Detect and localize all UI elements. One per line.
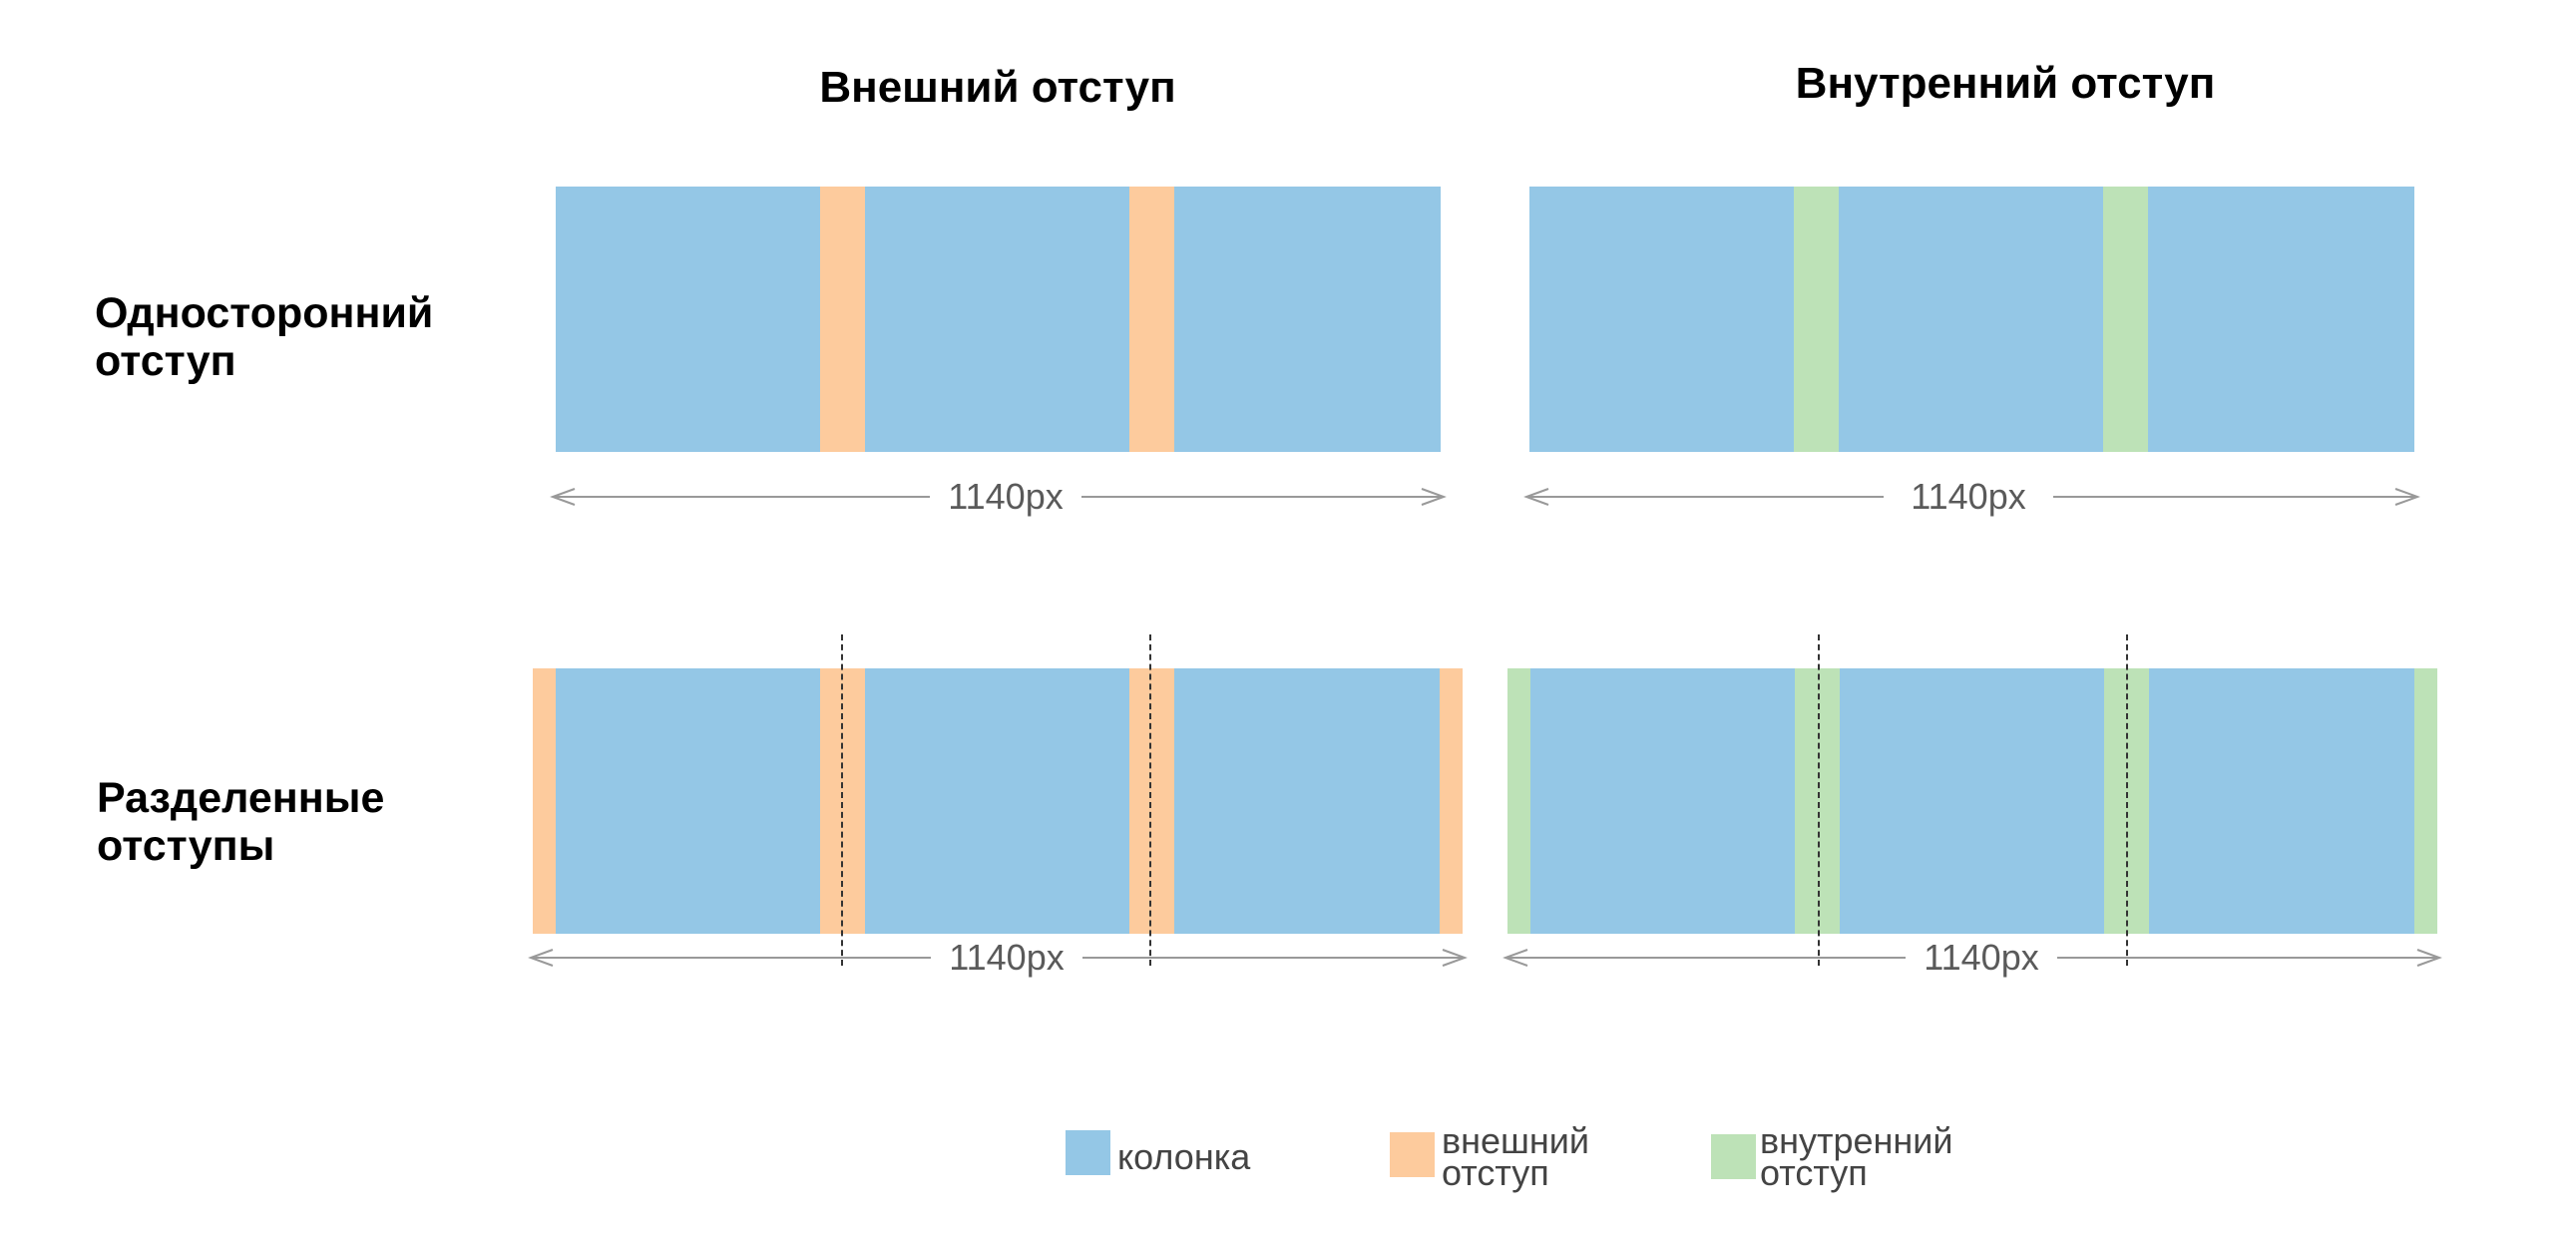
legend-label-margin-line1: внешний <box>1442 1120 1590 1161</box>
legend-label-padding-line2: отступ <box>1760 1152 1868 1193</box>
grid-column <box>2148 187 2414 452</box>
width-measure: 1140px <box>1523 476 2420 517</box>
legend-swatch-padding <box>1711 1134 1756 1179</box>
grid-column <box>1174 668 1440 934</box>
double-arrow-icon <box>528 949 1468 967</box>
row-header-split-line2: отступы <box>97 822 275 870</box>
width-label: 1140px <box>949 937 1065 978</box>
grid-column <box>1174 187 1441 452</box>
double-arrow-icon <box>1503 949 2442 967</box>
grid-column <box>865 187 1129 452</box>
gutter-center-line <box>2126 634 2128 966</box>
width-measure: 1140px <box>528 937 1468 978</box>
grid-column <box>556 187 820 452</box>
gutter-center-line <box>1149 634 1151 966</box>
grid-column <box>1530 668 1795 934</box>
grid-split-margin <box>533 668 1463 934</box>
margin-gutter <box>1129 668 1174 934</box>
grid-column <box>556 668 820 934</box>
legend-label-margin-line2: отступ <box>1442 1152 1549 1193</box>
grid-column <box>1529 187 1794 452</box>
padding-gutter <box>2103 187 2148 452</box>
margin-gutter <box>820 187 865 452</box>
gutter-center-line <box>1818 634 1820 966</box>
row-header-one-sided-line1: Односторонний <box>95 289 434 337</box>
margin-half <box>1440 668 1463 934</box>
width-label: 1140px <box>1911 476 2026 517</box>
legend-label-padding: внутренний отступ <box>1760 1120 1953 1193</box>
row-header-split: Разделенные отступы <box>97 774 384 870</box>
row-header-split-line1: Разделенные <box>97 774 385 822</box>
padding-half <box>2414 668 2437 934</box>
width-label: 1140px <box>948 476 1064 517</box>
grid-split-padding <box>1507 668 2437 934</box>
grid-one-sided-margin <box>556 187 1441 452</box>
padding-gutter <box>1795 668 1840 934</box>
grid-column <box>2149 668 2414 934</box>
legend-swatch-column <box>1066 1130 1110 1175</box>
width-measure: 1140px <box>1503 937 2442 978</box>
grid-column <box>865 668 1129 934</box>
legend-label-margin: внешний отступ <box>1442 1120 1590 1193</box>
grid-column <box>1839 187 2103 452</box>
legend-label-column: колонка <box>1117 1136 1251 1177</box>
legend-label-padding-line1: внутренний <box>1760 1120 1953 1161</box>
width-label: 1140px <box>1924 937 2039 978</box>
width-measure: 1140px <box>550 476 1447 517</box>
grid-column <box>1840 668 2104 934</box>
padding-gutter <box>1794 187 1839 452</box>
margin-gutter <box>1129 187 1174 452</box>
row-header-one-sided-line2: отступ <box>95 337 236 385</box>
gutter-center-line <box>841 634 843 966</box>
row-header-one-sided: Односторонний отступ <box>95 289 433 385</box>
legend-swatch-margin <box>1390 1132 1435 1177</box>
grid-one-sided-padding <box>1529 187 2414 452</box>
column-header-padding: Внутренний отступ <box>1795 59 2216 108</box>
column-header-margin: Внешний отступ <box>819 63 1176 112</box>
double-arrow-icon <box>1523 488 2420 506</box>
double-arrow-icon <box>550 488 1447 506</box>
padding-half <box>1507 668 1530 934</box>
margin-half <box>533 668 556 934</box>
